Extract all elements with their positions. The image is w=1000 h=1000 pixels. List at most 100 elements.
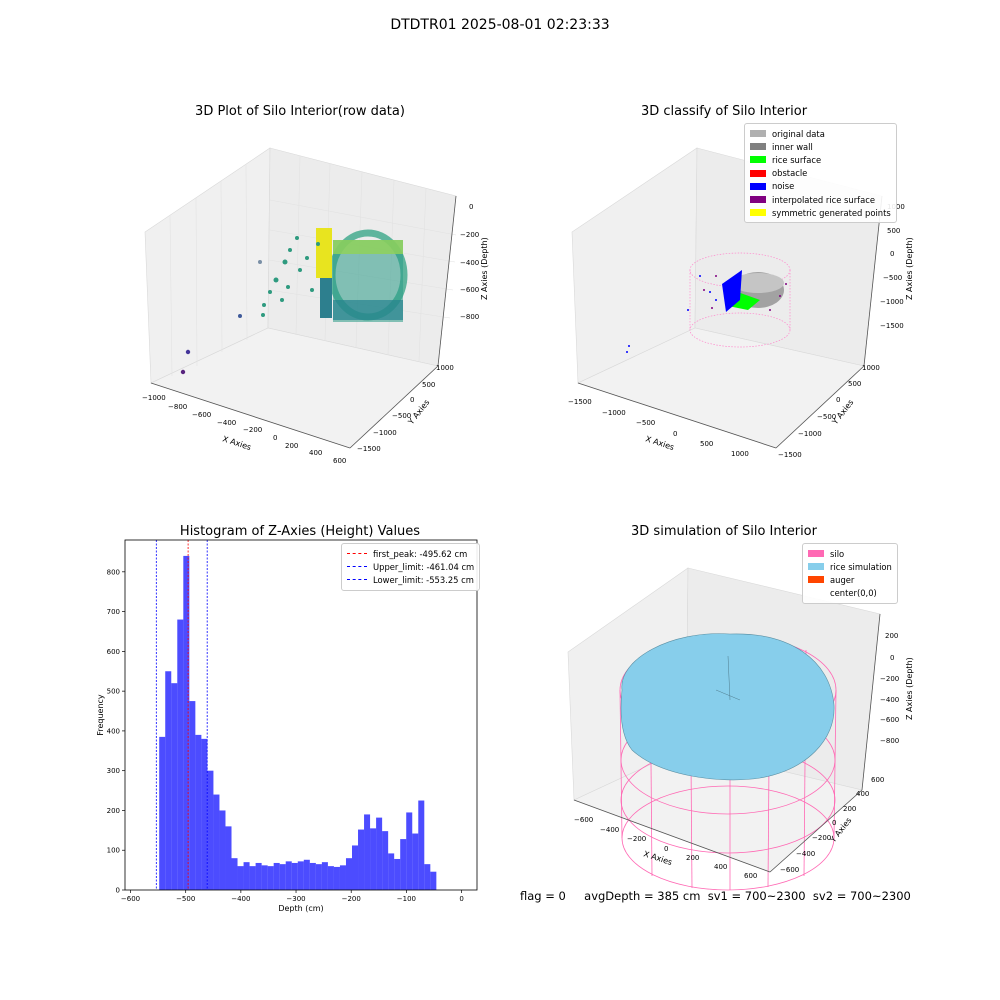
raw-y-ticks: 1000 500 0 −500 −1000 −1500: [357, 364, 454, 453]
legend-label: auger: [830, 574, 855, 585]
histogram-frame: [124, 539, 478, 891]
histogram-bar: [309, 862, 316, 890]
simulation-ytick: 200: [843, 805, 856, 813]
x-tick-label: 0: [459, 895, 463, 903]
simulation-ytick: 400: [856, 790, 869, 798]
legend-item: original data: [750, 127, 891, 140]
legend-label: first_peak: -495.62 cm: [373, 548, 468, 559]
histogram-bar: [201, 738, 208, 890]
raw-xtick: −1000: [142, 394, 166, 402]
classify-panel-title: 3D classify of Silo Interior: [640, 104, 808, 119]
raw-ztick: −600: [460, 286, 479, 294]
classify-xtick: −1500: [568, 398, 592, 406]
classify-z-label: Z Axies (Depth): [905, 237, 914, 300]
legend-item: Upper_limit: -461.04 cm: [347, 560, 474, 573]
classify-ztick: 500: [887, 227, 900, 235]
dashed-line-icon: [347, 579, 367, 581]
histogram-bar: [159, 736, 166, 890]
raw-z-ticks: 0 −200 −400 −600 −800: [460, 203, 479, 321]
x-tick-label: −300: [286, 895, 305, 903]
histogram-bar: [321, 862, 328, 890]
x-tick-label: −500: [176, 895, 195, 903]
histogram-bar: [400, 839, 407, 890]
histogram-bar: [183, 555, 190, 890]
raw-xtick: −200: [243, 426, 262, 434]
simulation-ytick: 600: [871, 776, 884, 784]
classify-ztick: 0: [890, 250, 894, 258]
y-tick-label: 500: [107, 688, 120, 696]
legend-item: rice surface: [750, 153, 891, 166]
classify-ytick: 0: [836, 396, 840, 404]
histogram-bar: [376, 817, 383, 890]
x-tick-label: −200: [342, 895, 361, 903]
legend-item: auger: [808, 573, 892, 586]
classify-x-ticks: −1500 −1000 −500 0 500 1000: [568, 398, 749, 458]
simulation-ytick: 0: [832, 819, 836, 827]
x-tick-label: −100: [397, 895, 416, 903]
raw-xtick: −800: [168, 403, 187, 411]
histogram-legend: first_peak: -495.62 cm Upper_limit: -461…: [341, 543, 481, 591]
histogram-bar: [394, 858, 401, 890]
status-footer: flag = 0 avgDepth = 385 cm sv1 = 700~230…: [520, 889, 911, 903]
histogram-bar: [327, 866, 334, 890]
histogram-bar: [358, 829, 365, 890]
simulation-xtick: 0: [664, 845, 668, 853]
classify-xtick: −500: [636, 419, 655, 427]
raw-ytick: 1000: [436, 364, 454, 372]
legend-item: symmetric generated points: [750, 206, 891, 219]
classify-ytick: 500: [848, 380, 861, 388]
raw-silo-points: [316, 228, 408, 322]
histogram-bar: [273, 862, 280, 890]
raw-ytick: −1000: [373, 429, 397, 437]
classify-cylinder-wireframe: [689, 252, 791, 348]
histogram-bar: [382, 831, 389, 890]
legend-label: interpolated rice surface: [772, 194, 875, 205]
histogram-y-ticks: 0 100 200 300 400 500 600 700 800: [107, 568, 125, 895]
histogram-reference-lines: [155, 540, 208, 890]
histogram-bar: [231, 858, 238, 890]
legend-label: original data: [772, 128, 825, 139]
y-tick-label: 700: [107, 608, 120, 616]
raw-ytick: −500: [392, 412, 411, 420]
simulation-xtick: −600: [574, 816, 593, 824]
legend-item: interpolated rice surface: [750, 193, 891, 206]
histogram-bar: [225, 826, 232, 890]
simulation-xtick: −400: [600, 826, 619, 834]
legend-item: Lower_limit: -553.25 cm: [347, 573, 474, 586]
histogram-bar: [352, 845, 359, 890]
swatch-icon: [808, 550, 824, 558]
legend-item: inner wall: [750, 140, 891, 153]
legend-label: inner wall: [772, 141, 813, 152]
histogram-bar: [219, 810, 226, 890]
simulation-x-ticks: −600 −400 −200 0 200 400 600: [574, 816, 757, 880]
histogram-bar: [418, 800, 425, 890]
legend-item: rice simulation: [808, 560, 892, 573]
swatch-icon: [750, 182, 766, 190]
histogram-bar: [207, 770, 214, 890]
histogram-bar: [430, 871, 437, 890]
raw-xtick: 600: [333, 457, 346, 465]
simulation-xtick: 200: [686, 854, 699, 862]
histogram-bar: [303, 859, 310, 890]
legend-label: rice simulation: [830, 561, 892, 572]
dashed-line-icon: [347, 566, 367, 568]
simulation-legend: silo rice simulation auger center(0,0): [802, 543, 898, 604]
swatch-icon: [750, 209, 766, 217]
classify-xtick: 1000: [731, 450, 749, 458]
simulation-xtick: 600: [744, 872, 757, 880]
y-tick-label: 200: [107, 807, 120, 815]
legend-item: noise: [750, 180, 891, 193]
classify-xtick: −1000: [602, 409, 626, 417]
simulation-ztick: −600: [880, 716, 899, 724]
rice-simulation-surface: [620, 633, 835, 781]
raw-xtick: 200: [285, 442, 298, 450]
histogram-bar: [339, 865, 346, 890]
simulation-ztick: −800: [880, 737, 899, 745]
classify-ztick: −1500: [880, 322, 904, 330]
legend-item: silo: [808, 547, 892, 560]
histogram-bar: [171, 683, 178, 890]
legend-label: obstacle: [772, 168, 808, 179]
classify-ztick: −1000: [880, 298, 904, 306]
